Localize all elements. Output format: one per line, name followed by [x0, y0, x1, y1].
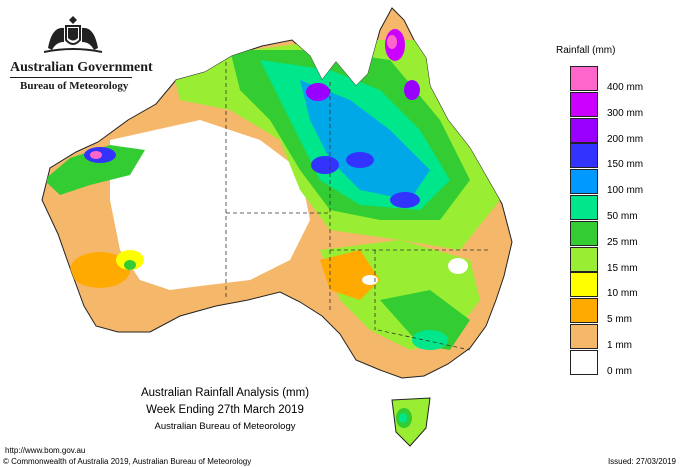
legend-swatch — [570, 143, 598, 169]
bureau-title: Bureau of Meteorology — [20, 80, 129, 92]
legend-label: 1 mm — [607, 340, 632, 351]
legend-label: 50 mm — [607, 211, 638, 222]
legend-label: 150 mm — [607, 159, 644, 171]
legend-label: 0 mm — [607, 365, 632, 377]
map-title: Australian Rainfall Analysis (mm) — [140, 387, 310, 399]
nsw-vic-border — [377, 329, 471, 351]
rainfall-map — [41, 7, 513, 447]
legend-swatch — [570, 220, 598, 246]
legend-label: 400 mm — [607, 82, 644, 93]
legend-label: 5 mm — [607, 314, 632, 326]
legend-swatch — [570, 246, 598, 272]
bom-url: http://www.bom.gov.au — [5, 446, 86, 455]
legend-label: 100 mm — [607, 185, 644, 197]
legend-label: 15 mm — [607, 262, 638, 274]
legend-swatch — [570, 349, 598, 375]
legend-swatch — [570, 272, 598, 298]
government-title: Australian Government — [10, 60, 153, 75]
legend-label: 200 mm — [607, 133, 644, 145]
copyright-notice: © Commonwealth of Australia 2019, Austra… — [3, 457, 252, 466]
coat-of-arms-logo — [43, 16, 103, 53]
legend-swatch — [570, 298, 598, 324]
issued-date: Issued: 27/03/2019 — [607, 457, 676, 466]
map-source: Australian Bureau of Meteorology — [154, 421, 296, 432]
legend-label: 300 mm — [607, 107, 644, 119]
header-divider — [10, 77, 132, 78]
legend-label: 25 mm — [607, 236, 638, 248]
legend-swatch — [570, 91, 598, 117]
legend-title: Rainfall (mm) — [556, 45, 616, 56]
legend-label: 10 mm — [607, 288, 638, 300]
legend-swatch — [570, 324, 598, 349]
legend-swatch — [570, 195, 598, 220]
legend-swatch — [570, 117, 598, 143]
legend-swatch — [570, 169, 598, 195]
legend-swatch — [570, 66, 598, 91]
map-period: Week Ending 27th March 2019 — [146, 404, 304, 416]
